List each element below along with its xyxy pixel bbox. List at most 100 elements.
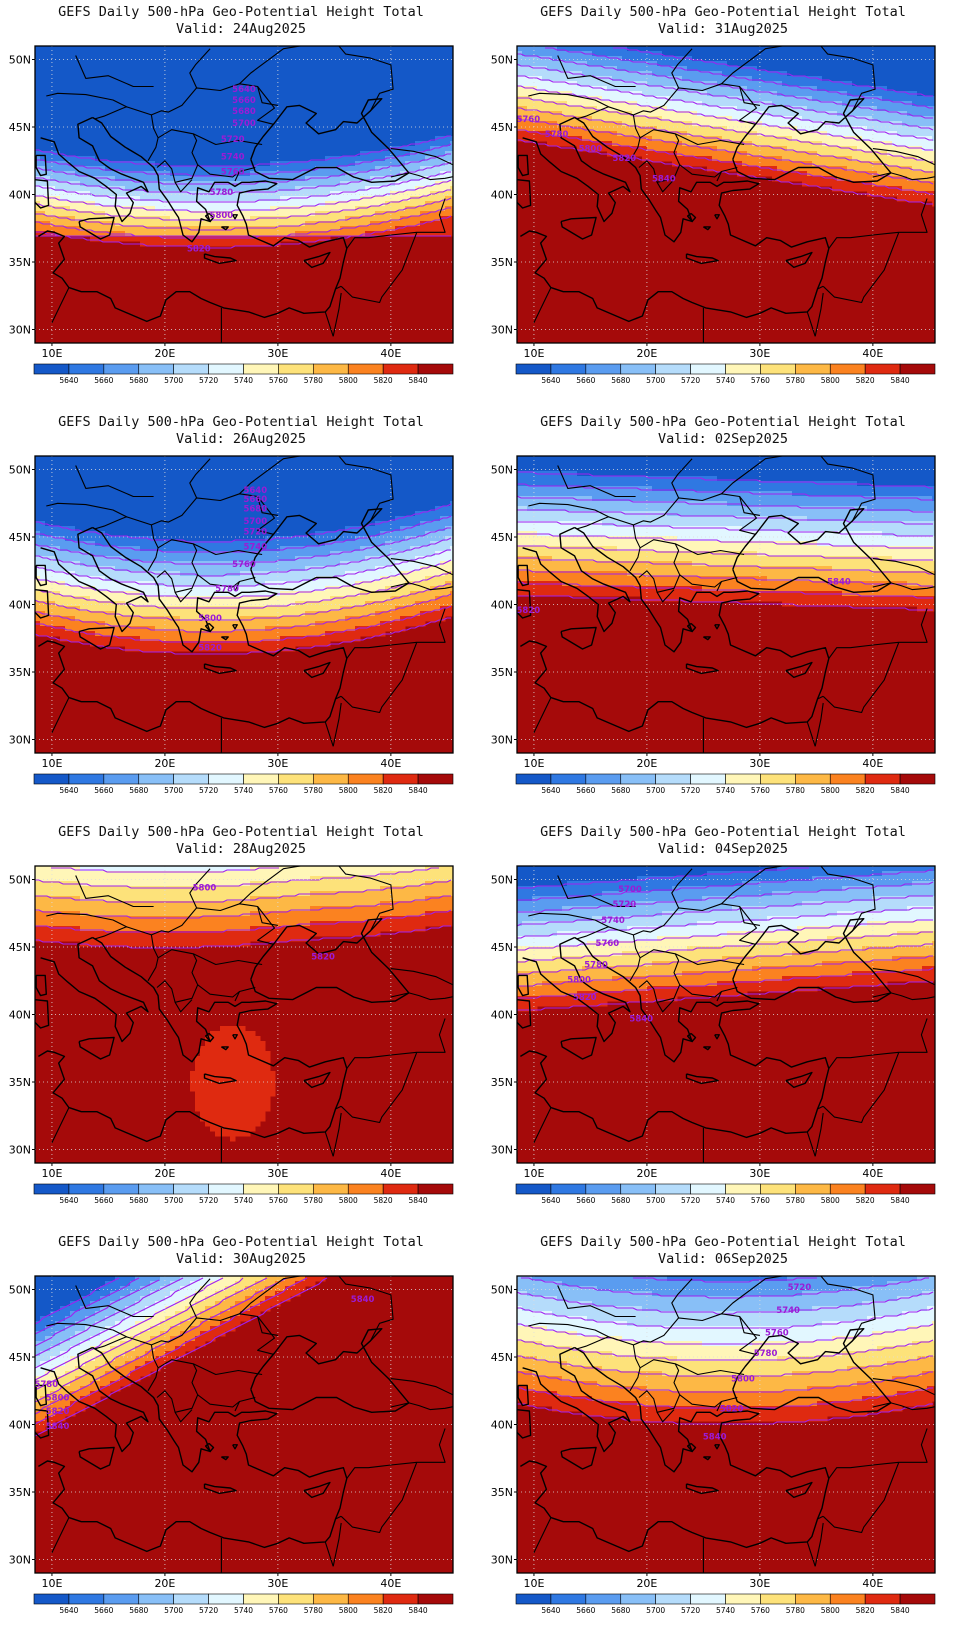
field-cell	[712, 131, 718, 137]
field-cell	[95, 186, 101, 192]
field-cell	[365, 206, 371, 212]
field-cell	[295, 221, 301, 227]
field-cell	[330, 161, 336, 167]
field-cell	[375, 201, 381, 207]
field-cell	[40, 101, 46, 107]
field-cell	[35, 131, 41, 137]
field-cell	[45, 91, 51, 97]
field-cell	[410, 221, 416, 227]
field-cell	[65, 156, 71, 162]
field-cell	[390, 101, 396, 107]
field-cell	[135, 146, 141, 152]
field-cell	[130, 236, 136, 242]
field-cell	[612, 136, 618, 142]
field-cell	[305, 176, 311, 182]
field-cell	[220, 136, 226, 142]
field-cell	[310, 146, 316, 152]
field-cell	[320, 71, 326, 77]
field-cell	[90, 226, 96, 232]
field-cell	[135, 116, 141, 122]
field-cell	[300, 136, 306, 142]
field-cell	[170, 46, 176, 52]
field-cell	[647, 96, 653, 102]
field-cell	[80, 156, 86, 162]
field-cell	[597, 46, 603, 52]
field-cell	[587, 91, 593, 97]
field-cell	[45, 201, 51, 207]
field-cell	[100, 86, 106, 92]
field-cell	[275, 186, 281, 192]
field-cell	[70, 186, 76, 192]
field-cell	[235, 121, 241, 127]
field-cell	[295, 216, 301, 222]
field-cell	[802, 66, 808, 72]
field-cell	[325, 141, 331, 147]
field-cell	[410, 111, 416, 117]
field-cell	[265, 201, 271, 207]
field-cell	[115, 186, 121, 192]
field-cell	[582, 111, 588, 117]
field-cell	[285, 156, 291, 162]
field-cell	[120, 156, 126, 162]
field-cell	[340, 231, 346, 237]
field-cell	[65, 136, 71, 142]
field-cell	[115, 236, 121, 242]
field-cell	[325, 236, 331, 242]
field-cell	[180, 136, 186, 142]
field-cell	[350, 56, 356, 62]
field-cell	[255, 111, 261, 117]
field-cell	[150, 241, 156, 247]
field-cell	[552, 126, 558, 132]
field-cell	[330, 141, 336, 147]
field-cell	[582, 106, 588, 112]
field-cell	[300, 196, 306, 202]
field-cell	[410, 116, 416, 122]
field-cell	[60, 76, 66, 82]
field-cell	[395, 46, 401, 52]
field-cell	[190, 61, 196, 67]
field-cell	[220, 146, 226, 152]
field-cell	[717, 111, 723, 117]
field-cell	[867, 71, 873, 77]
field-cell	[440, 146, 446, 152]
field-cell	[45, 56, 51, 62]
field-cell	[360, 91, 366, 97]
field-cell	[787, 46, 793, 52]
field-cell	[200, 151, 206, 157]
field-cell	[215, 196, 221, 202]
field-cell	[667, 86, 673, 92]
field-cell	[270, 46, 276, 52]
field-cell	[80, 66, 86, 72]
field-cell	[305, 71, 311, 77]
field-cell	[390, 131, 396, 137]
field-cell	[160, 76, 166, 82]
field-cell	[652, 66, 658, 72]
field-cell	[275, 101, 281, 107]
field-cell	[190, 236, 196, 242]
field-cell	[75, 166, 81, 172]
field-cell	[822, 56, 828, 62]
field-cell	[742, 121, 748, 127]
field-cell	[637, 121, 643, 127]
field-cell	[350, 66, 356, 72]
field-cell	[932, 111, 935, 117]
field-cell	[777, 126, 783, 132]
field-cell	[220, 126, 226, 132]
field-cell	[892, 106, 898, 112]
field-cell	[135, 186, 141, 192]
field-cell	[557, 71, 563, 77]
field-cell	[532, 66, 538, 72]
field-cell	[365, 216, 371, 222]
field-cell	[170, 201, 176, 207]
field-cell	[415, 211, 421, 217]
field-cell	[807, 131, 813, 137]
field-cell	[667, 111, 673, 117]
field-cell	[130, 61, 136, 67]
field-cell	[75, 151, 81, 157]
field-cell	[300, 226, 306, 232]
field-cell	[65, 231, 71, 237]
field-cell	[405, 181, 411, 187]
field-cell	[862, 81, 868, 87]
field-cell	[160, 61, 166, 67]
field-cell	[797, 136, 803, 142]
